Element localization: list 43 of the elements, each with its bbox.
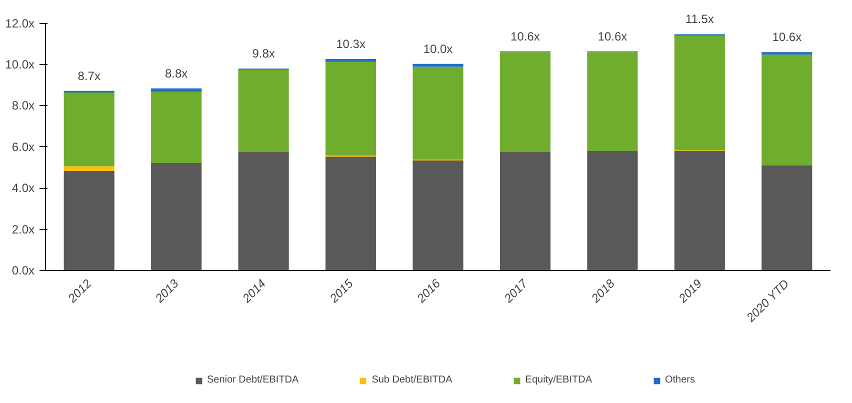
bar (325, 58, 376, 62)
bar (64, 166, 114, 172)
bar (587, 52, 638, 152)
total-label: 11.5x (685, 12, 714, 26)
y-tick-label: 2.0x (12, 222, 35, 236)
bar (674, 35, 725, 150)
bar (325, 62, 376, 156)
bar (325, 156, 376, 270)
bar (151, 92, 202, 163)
bar (500, 52, 551, 152)
y-tick-label: 0.0x (12, 264, 35, 278)
total-label: 9.8x (252, 46, 275, 61)
bar (151, 162, 202, 270)
bar (412, 64, 464, 67)
total-label: 10.3x (336, 36, 366, 51)
y-tick-label: 10.0x (5, 58, 35, 72)
bar (151, 88, 202, 92)
bar (238, 152, 289, 270)
total-label: 10.6x (510, 29, 540, 44)
bar (238, 70, 289, 152)
bar (762, 52, 812, 55)
total-label: 10.6x (598, 29, 628, 44)
legend-label: Equity/EBITDA (525, 374, 592, 386)
total-label: 8.7x (78, 68, 100, 83)
legend-label: Sub Debt/EBITDA (372, 374, 452, 386)
y-tick-label: 4.0x (12, 181, 35, 196)
bar (674, 151, 725, 270)
y-tick-label: 6.0x (12, 140, 35, 154)
bar (762, 165, 812, 270)
bar (587, 151, 638, 270)
total-label: 8.8x (164, 66, 188, 80)
bar (500, 152, 551, 270)
bar (762, 54, 812, 166)
total-label: 10.0x (423, 42, 453, 56)
total-label: 10.6x (772, 30, 802, 44)
bar (64, 92, 114, 166)
bar (412, 66, 464, 160)
legend-label: Senior Debt/EBITDA (206, 374, 299, 386)
bar (412, 160, 464, 270)
legend-label: Others (665, 374, 696, 386)
y-tick-label: 12.0x (5, 16, 35, 30)
y-tick-label: 8.0x (12, 98, 35, 113)
bar (64, 171, 114, 270)
